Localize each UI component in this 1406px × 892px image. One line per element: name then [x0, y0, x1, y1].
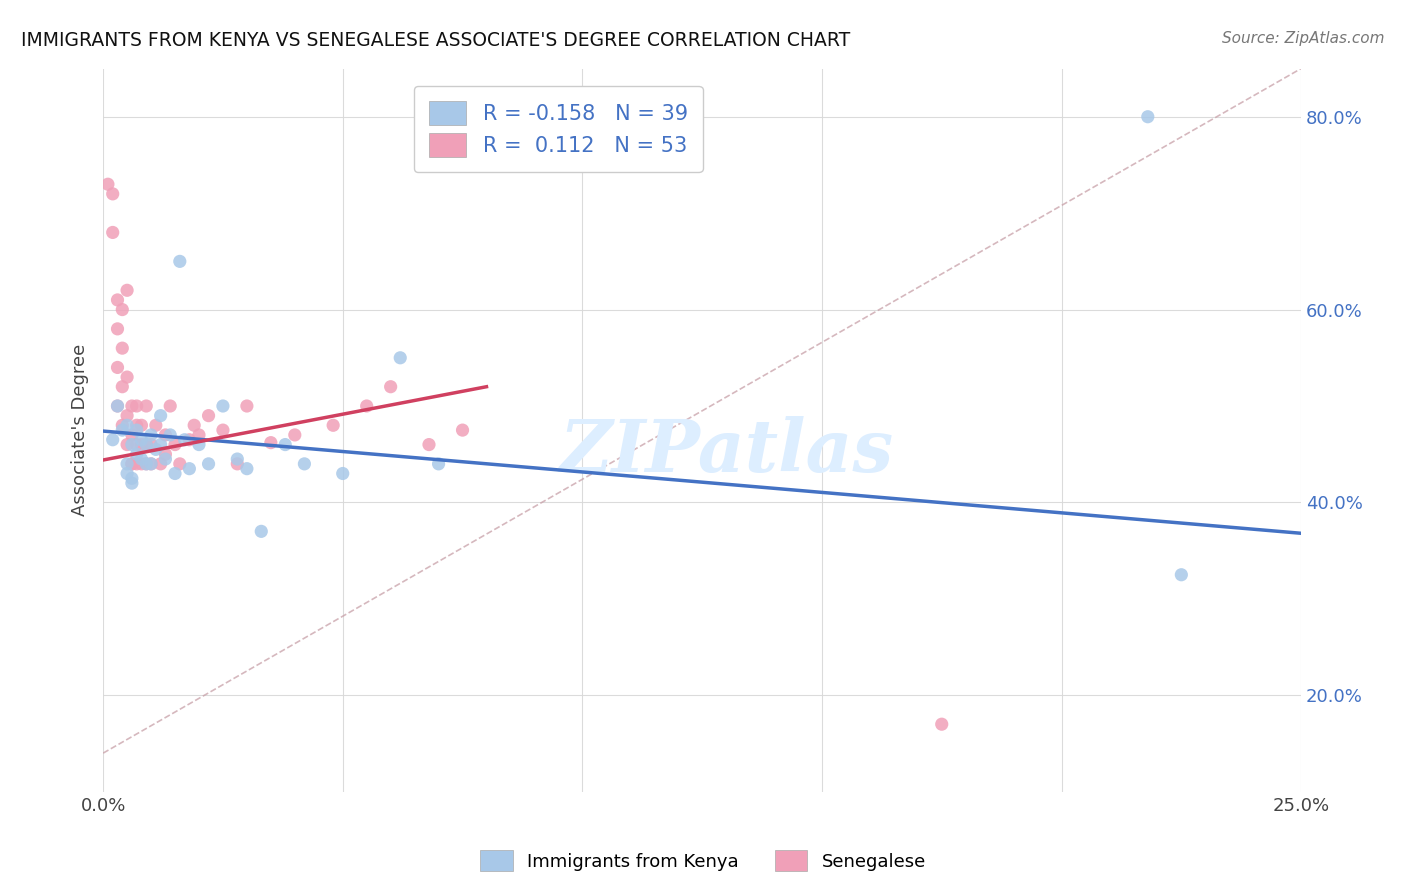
Point [121, 428, 143, 442]
Point [101, 186, 124, 201]
Point [169, 254, 191, 268]
Point [380, 380, 402, 394]
Point [179, 433, 201, 447]
Point [931, 717, 953, 731]
Point [131, 452, 153, 467]
Point [1136, 110, 1159, 124]
Point [139, 457, 162, 471]
Point [111, 341, 134, 355]
Point [427, 457, 450, 471]
Point [173, 433, 195, 447]
Point [250, 524, 273, 539]
Point [188, 428, 211, 442]
Text: Source: ZipAtlas.com: Source: ZipAtlas.com [1222, 31, 1385, 46]
Point [111, 418, 134, 433]
Point [155, 452, 177, 467]
Point [260, 435, 283, 450]
Point [107, 399, 129, 413]
Point [418, 437, 440, 451]
Point [107, 293, 129, 307]
Point [115, 370, 138, 384]
Point [131, 457, 153, 471]
Y-axis label: Associate's Degree: Associate's Degree [72, 344, 89, 516]
Point [212, 399, 235, 413]
Point [451, 423, 474, 437]
Point [131, 437, 153, 451]
Legend: Immigrants from Kenya, Senegalese: Immigrants from Kenya, Senegalese [472, 843, 934, 879]
Point [274, 437, 297, 451]
Text: IMMIGRANTS FROM KENYA VS SENEGALESE ASSOCIATE'S DEGREE CORRELATION CHART: IMMIGRANTS FROM KENYA VS SENEGALESE ASSO… [21, 31, 851, 50]
Point [131, 433, 153, 447]
Point [121, 457, 143, 471]
Point [155, 447, 177, 461]
Point [163, 437, 186, 451]
Point [197, 409, 219, 423]
Point [111, 423, 134, 437]
Point [125, 423, 148, 437]
Point [284, 428, 307, 442]
Point [236, 461, 259, 475]
Point [135, 457, 157, 471]
Point [169, 457, 191, 471]
Point [115, 457, 138, 471]
Point [115, 409, 138, 423]
Point [139, 428, 162, 442]
Point [135, 399, 157, 413]
Point [356, 399, 378, 413]
Point [149, 437, 172, 451]
Point [155, 428, 177, 442]
Point [188, 437, 211, 451]
Point [131, 418, 153, 433]
Point [226, 452, 249, 467]
Point [125, 447, 148, 461]
Point [115, 467, 138, 481]
Point [121, 476, 143, 491]
Point [121, 437, 143, 451]
Point [125, 457, 148, 471]
Point [149, 457, 172, 471]
Point [212, 423, 235, 437]
Point [1170, 567, 1192, 582]
Point [135, 457, 157, 471]
Point [101, 226, 124, 240]
Point [183, 418, 205, 433]
Point [145, 418, 167, 433]
Point [121, 471, 143, 485]
Point [292, 457, 315, 471]
Point [107, 322, 129, 336]
Point [197, 457, 219, 471]
Point [115, 437, 138, 451]
Point [121, 399, 143, 413]
Point [159, 399, 181, 413]
Point [121, 457, 143, 471]
Point [107, 360, 129, 375]
Point [125, 437, 148, 451]
Point [149, 409, 172, 423]
Point [111, 302, 134, 317]
Point [236, 399, 259, 413]
Point [115, 283, 138, 297]
Point [97, 178, 120, 192]
Point [111, 380, 134, 394]
Point [125, 418, 148, 433]
Point [145, 442, 167, 457]
Point [101, 433, 124, 447]
Point [322, 418, 344, 433]
Point [226, 457, 249, 471]
Legend: R = -0.158   N = 39, R =  0.112   N = 53: R = -0.158 N = 39, R = 0.112 N = 53 [415, 87, 703, 172]
Point [107, 399, 129, 413]
Point [135, 437, 157, 451]
Point [135, 437, 157, 451]
Point [139, 437, 162, 451]
Point [125, 399, 148, 413]
Point [332, 467, 354, 481]
Point [115, 418, 138, 433]
Point [159, 428, 181, 442]
Point [163, 467, 186, 481]
Point [389, 351, 412, 365]
Text: ZIPatlas: ZIPatlas [560, 417, 893, 487]
Point [139, 457, 162, 471]
Point [179, 461, 201, 475]
